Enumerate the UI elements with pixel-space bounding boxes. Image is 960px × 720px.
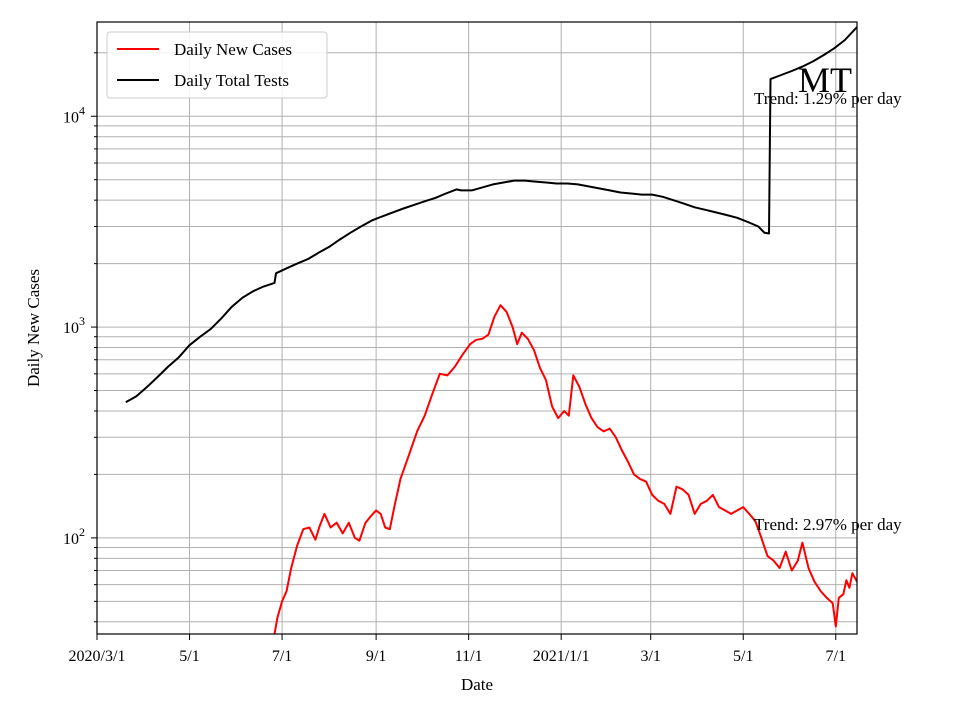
y-tick-label: 103 <box>63 314 85 337</box>
legend: Daily New Cases Daily Total Tests <box>106 31 328 99</box>
state-label: MT <box>798 60 852 100</box>
x-tick-label: 5/1 <box>733 648 753 665</box>
x-tick-label: 5/1 <box>179 648 199 665</box>
y-tick-label: 104 <box>63 103 85 126</box>
trend-annotation-tests: Trend: 1.29% per day <box>754 89 902 108</box>
x-tick-label: 3/1 <box>640 648 660 665</box>
x-axis-label: Date <box>461 675 493 694</box>
legend-label-daily-total-tests: Daily Total Tests <box>174 71 289 90</box>
y-tick-label: 102 <box>63 525 85 548</box>
x-ticks: 2020/3/1 5/1 7/1 9/1 11/1 2021/1/1 3/1 5/1 7/1 <box>69 634 846 665</box>
x-tick-label: 11/1 <box>455 648 483 665</box>
series-line-daily-new-cases <box>273 304 857 634</box>
plot-frame <box>96 21 858 635</box>
series-layer <box>125 26 857 634</box>
x-tick-label: 7/1 <box>272 648 292 665</box>
legend-box <box>106 31 328 99</box>
x-tick-label: 2020/3/1 <box>69 648 126 665</box>
x-tick-label: 2021/1/1 <box>533 648 590 665</box>
x-tick-label: 9/1 <box>366 648 386 665</box>
grid-layer <box>96 22 857 634</box>
x-tick-label: 7/1 <box>826 648 846 665</box>
y-axis-label: Daily New Cases <box>24 269 43 387</box>
legend-label-daily-new-cases: Daily New Cases <box>174 40 292 59</box>
series-line-daily-total-tests <box>125 26 857 404</box>
trend-annotation-cases: Trend: 2.97% per day <box>754 515 902 534</box>
